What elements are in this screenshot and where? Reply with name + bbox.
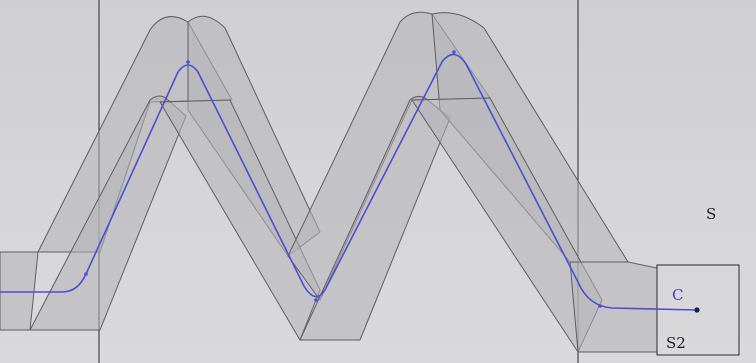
curve-vertex-5 xyxy=(598,304,602,308)
sweep-body[interactable] xyxy=(0,11,658,353)
sweep-entry-segment xyxy=(0,251,39,331)
sweep-exit-segment xyxy=(569,261,658,353)
curve-vertex-2 xyxy=(186,60,190,64)
label-s: S xyxy=(706,205,717,223)
profile-s2-square[interactable] xyxy=(656,264,740,356)
curve-vertex-1 xyxy=(84,272,88,276)
curve-vertex-4 xyxy=(452,50,456,54)
label-s2: S2 xyxy=(666,334,686,352)
curve-endpoint-c[interactable] xyxy=(694,307,700,313)
label-c: C xyxy=(672,286,684,304)
curve-vertex-3 xyxy=(314,298,318,302)
path-curve-c[interactable] xyxy=(0,53,698,311)
